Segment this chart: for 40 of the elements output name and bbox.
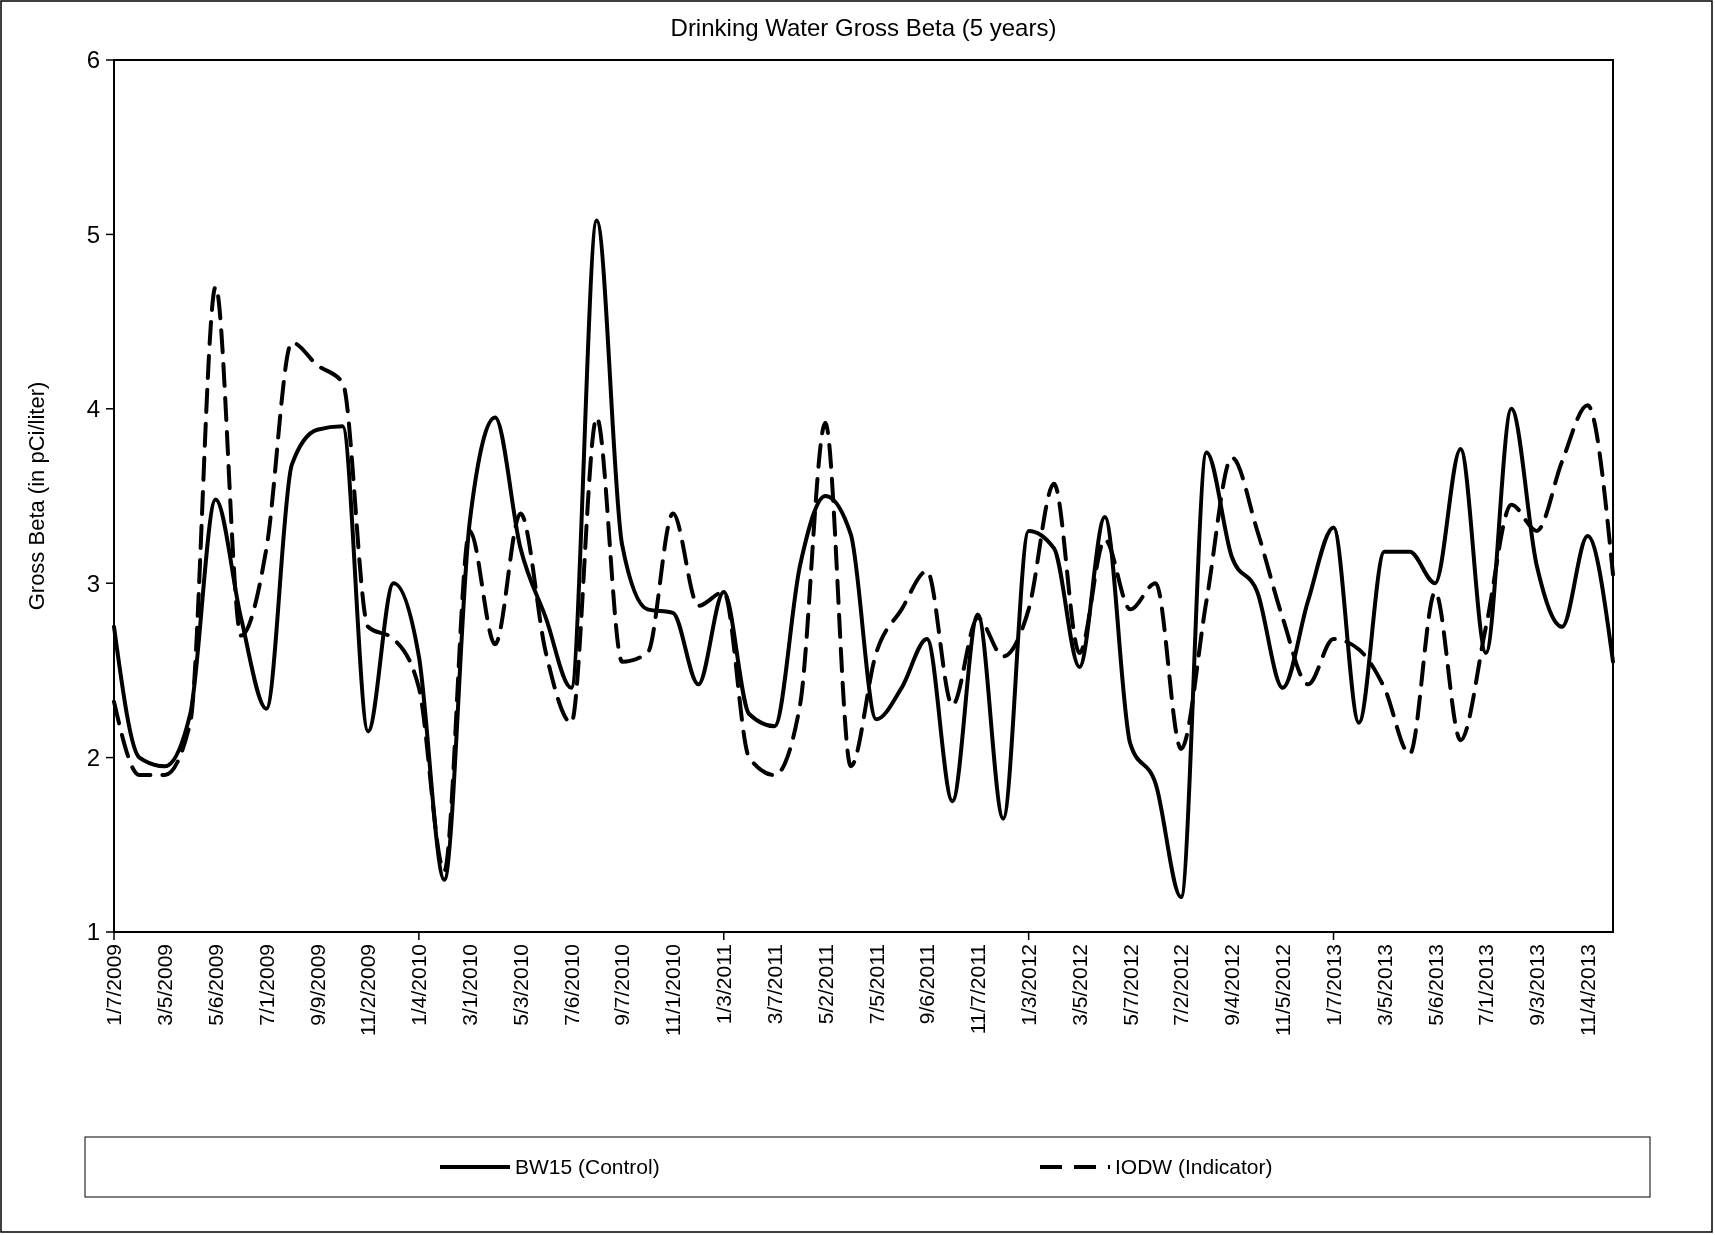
x-tick-label: 7/5/2011 bbox=[864, 944, 888, 1025]
x-tick-label: 9/9/2009 bbox=[305, 944, 329, 1026]
x-tick-label: 11/7/2011 bbox=[966, 944, 990, 1035]
x-tick-label: 5/6/2013 bbox=[1423, 944, 1447, 1026]
y-tick-label: 3 bbox=[86, 569, 100, 597]
x-tick-label: 3/1/2010 bbox=[458, 944, 482, 1026]
x-tick-label: 9/4/2012 bbox=[1220, 944, 1244, 1026]
x-tick-label: 9/3/2013 bbox=[1525, 944, 1549, 1026]
x-tick-label: 3/5/2009 bbox=[153, 944, 177, 1026]
x-tick-label: 1/3/2011 bbox=[712, 944, 736, 1025]
x-tick-label: 1/7/2009 bbox=[102, 944, 126, 1026]
x-tick-label: 7/1/2013 bbox=[1474, 944, 1498, 1026]
x-tick-label: 11/5/2012 bbox=[1271, 944, 1295, 1036]
x-tick-label: 1/7/2013 bbox=[1321, 944, 1345, 1026]
x-tick-label: 11/4/2013 bbox=[1575, 944, 1599, 1036]
x-tick-label: 9/6/2011 bbox=[915, 944, 939, 1025]
x-tick-label: 7/1/2009 bbox=[254, 944, 278, 1026]
x-tick-label: 1/3/2012 bbox=[1016, 944, 1040, 1026]
x-tick-label: 3/7/2011 bbox=[762, 944, 786, 1025]
y-tick-label: 5 bbox=[86, 220, 100, 248]
y-tick-label: 4 bbox=[86, 395, 100, 423]
y-axis-title: Gross Beta (in pCi/liter) bbox=[24, 381, 49, 611]
x-tick-label: 5/6/2009 bbox=[203, 944, 227, 1026]
legend-label: IODW (Indicator) bbox=[1115, 1155, 1273, 1179]
x-tick-label: 3/5/2012 bbox=[1067, 944, 1091, 1026]
legend-label: BW15 (Control) bbox=[515, 1155, 660, 1179]
x-tick-label: 11/2/2009 bbox=[356, 944, 380, 1036]
x-tick-label: 7/2/2012 bbox=[1169, 944, 1193, 1026]
x-tick-label: 7/6/2010 bbox=[559, 944, 583, 1026]
y-tick-label: 6 bbox=[86, 46, 100, 74]
chart-title: Drinking Water Gross Beta (5 years) bbox=[670, 14, 1057, 41]
y-tick-label: 2 bbox=[86, 744, 100, 771]
x-tick-label: 3/5/2013 bbox=[1372, 944, 1396, 1026]
x-tick-label: 11/1/2010 bbox=[661, 944, 685, 1036]
x-tick-label: 5/2/2011 bbox=[813, 944, 837, 1025]
x-tick-label: 5/7/2012 bbox=[1118, 944, 1142, 1026]
x-tick-label: 1/4/2010 bbox=[407, 944, 431, 1026]
x-tick-label: 5/3/2010 bbox=[508, 944, 532, 1026]
x-tick-label: 9/7/2010 bbox=[610, 944, 634, 1026]
y-tick-label: 1 bbox=[86, 918, 100, 946]
